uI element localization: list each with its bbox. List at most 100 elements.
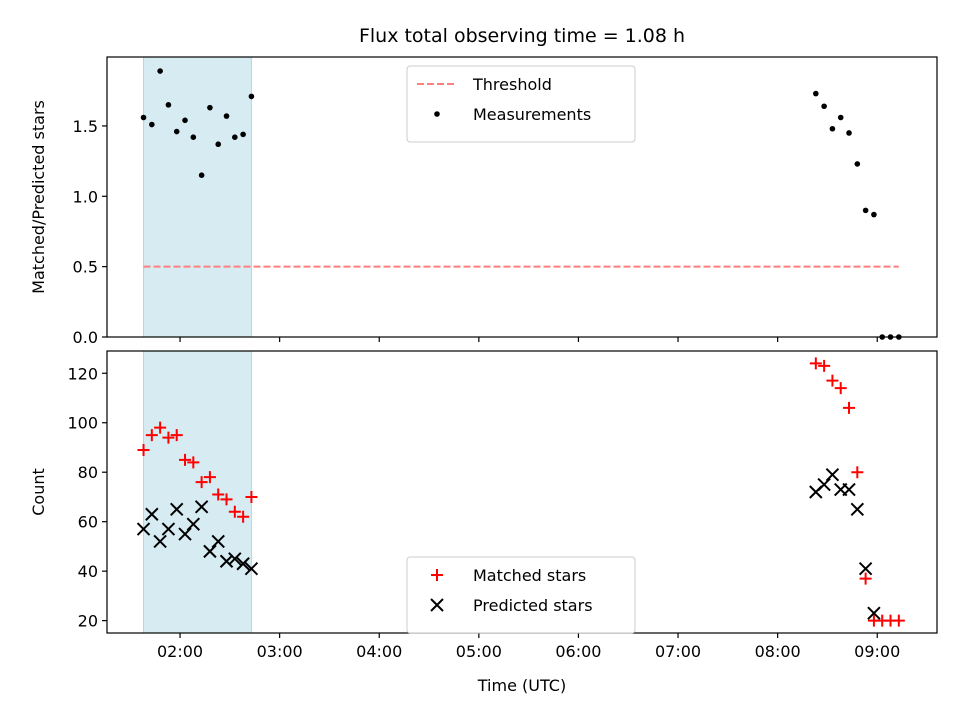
data-point (817, 477, 831, 492)
data-point (145, 507, 159, 521)
legend-label: Measurements (473, 105, 591, 124)
data-point (145, 429, 158, 442)
data-point (867, 606, 881, 620)
data-point (871, 211, 877, 218)
data-point (850, 502, 865, 517)
axes-frame (106, 56, 938, 338)
x-tick-label: 02:00 (157, 642, 203, 661)
data-point (154, 421, 167, 434)
data-point (858, 561, 873, 576)
data-point (203, 544, 217, 559)
y-tick-label: 60 (78, 513, 98, 532)
x-tick-label: 04:00 (356, 642, 402, 661)
y-tick-label: 0.0 (73, 328, 98, 347)
data-point (178, 527, 192, 541)
data-point (203, 471, 216, 484)
x-tick-label: 06:00 (555, 642, 601, 661)
data-point (236, 557, 250, 571)
legend-plus-swatch (431, 569, 443, 581)
data-point (244, 561, 259, 576)
data-point (240, 131, 246, 138)
y-axis-label: Matched/Predicted stars (29, 100, 48, 294)
data-point (186, 517, 201, 531)
y-tick-label: 120 (67, 364, 98, 383)
data-point (170, 429, 183, 442)
legend-label: Matched stars (473, 566, 586, 585)
data-point (140, 114, 147, 121)
data-point (813, 90, 819, 97)
data-point (859, 572, 872, 585)
y-tick-label: 40 (78, 562, 98, 581)
data-point (149, 121, 155, 128)
data-point (829, 125, 836, 132)
shaded-span (143, 350, 252, 634)
data-point (248, 93, 255, 100)
y-tick-label: 80 (78, 463, 98, 482)
data-point (892, 614, 905, 627)
data-point (165, 102, 172, 108)
legend: Matched stars Predicted stars (406, 556, 636, 634)
data-point (194, 500, 209, 514)
data-point (821, 103, 827, 110)
data-point (245, 490, 258, 503)
chart-panel-2: 02:00 03:00 04:00 05:00 06:00 07:00 08:00 09:00… (29, 350, 938, 695)
data-point (187, 456, 200, 469)
x-tick-label: 09:00 (854, 642, 900, 661)
x-tick-label: 03:00 (257, 642, 303, 661)
data-point (136, 522, 151, 536)
data-point (182, 117, 188, 124)
data-point (846, 130, 852, 136)
data-point (219, 554, 234, 568)
data-point (212, 488, 225, 501)
legend-box (406, 556, 636, 634)
x-tick-label: 08:00 (755, 642, 801, 661)
legend-dot-swatch (434, 111, 440, 117)
y-tick-label: 1.5 (73, 117, 98, 136)
y-tick-label: 20 (78, 612, 98, 631)
data-point (837, 114, 844, 121)
data-point (211, 534, 225, 549)
data-point (162, 431, 175, 444)
legend-box (406, 65, 636, 143)
data-point (137, 443, 150, 456)
legend-label: Threshold (472, 75, 552, 94)
data-point (818, 359, 831, 372)
data-point (834, 382, 847, 395)
y-tick-label: 1.0 (73, 187, 98, 206)
chart-panel-1: 0.0 0.5 1.0 1.5 Matched/Predicted stars Flux … (29, 25, 938, 347)
data-point (825, 467, 840, 482)
data-point (228, 552, 242, 566)
data-point (232, 134, 238, 141)
data-point (157, 68, 163, 74)
data-point (173, 128, 180, 135)
chart-title: Flux total observing time = 1.08 h (359, 25, 685, 47)
series-x-2 (136, 467, 881, 620)
legend-label: Predicted stars (473, 596, 593, 615)
data-point (842, 482, 856, 497)
y-tick-label: 100 (67, 414, 98, 433)
data-point (223, 113, 230, 119)
y-axis-label: Count (29, 468, 48, 516)
x-axis-label: Time (UTC) (477, 676, 566, 695)
data-point (170, 502, 184, 517)
data-point (228, 505, 241, 518)
data-point (809, 357, 822, 370)
data-point (826, 374, 839, 387)
data-point (179, 453, 192, 466)
y-tick-label: 0.5 (73, 258, 98, 277)
data-point (237, 510, 250, 523)
data-point (851, 466, 864, 479)
legend-x-swatch (430, 598, 444, 612)
data-point (843, 401, 856, 414)
shaded-span (143, 56, 252, 338)
legend: Threshold Measurements (406, 65, 636, 143)
x-tick-label: 07:00 (655, 642, 701, 661)
data-point (153, 534, 167, 549)
data-point (220, 493, 233, 506)
series-plus-1 (137, 357, 905, 627)
data-point (207, 104, 213, 111)
data-point (862, 207, 869, 214)
data-point (195, 476, 208, 489)
data-point (198, 172, 205, 178)
